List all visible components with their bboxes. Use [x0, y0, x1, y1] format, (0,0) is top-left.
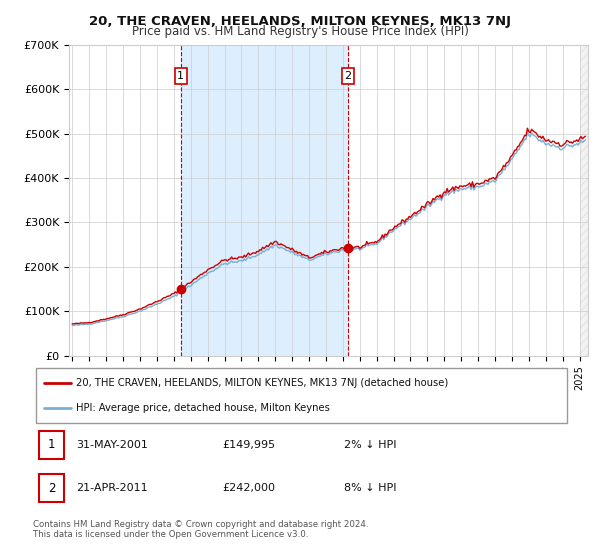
Bar: [580, 45, 596, 356]
Text: 20, THE CRAVEN, HEELANDS, MILTON KEYNES, MK13 7NJ (detached house): 20, THE CRAVEN, HEELANDS, MILTON KEYNES,…: [76, 378, 448, 388]
FancyBboxPatch shape: [38, 474, 64, 502]
Text: 2% ↓ HPI: 2% ↓ HPI: [344, 440, 397, 450]
Text: 2: 2: [344, 71, 352, 81]
Text: 1: 1: [47, 438, 55, 451]
Text: 2: 2: [47, 482, 55, 494]
Text: 20, THE CRAVEN, HEELANDS, MILTON KEYNES, MK13 7NJ: 20, THE CRAVEN, HEELANDS, MILTON KEYNES,…: [89, 15, 511, 27]
Text: 1: 1: [178, 71, 184, 81]
FancyBboxPatch shape: [36, 368, 567, 423]
FancyBboxPatch shape: [38, 431, 64, 459]
Bar: [181, 45, 348, 356]
Text: 21-APR-2011: 21-APR-2011: [76, 483, 148, 493]
Text: £149,995: £149,995: [222, 440, 275, 450]
Text: 31-MAY-2001: 31-MAY-2001: [76, 440, 148, 450]
Text: HPI: Average price, detached house, Milton Keynes: HPI: Average price, detached house, Milt…: [76, 403, 330, 413]
Text: Contains HM Land Registry data © Crown copyright and database right 2024.
This d: Contains HM Land Registry data © Crown c…: [33, 520, 368, 539]
Text: £242,000: £242,000: [222, 483, 275, 493]
Text: Price paid vs. HM Land Registry's House Price Index (HPI): Price paid vs. HM Land Registry's House …: [131, 25, 469, 38]
Text: 8% ↓ HPI: 8% ↓ HPI: [344, 483, 397, 493]
